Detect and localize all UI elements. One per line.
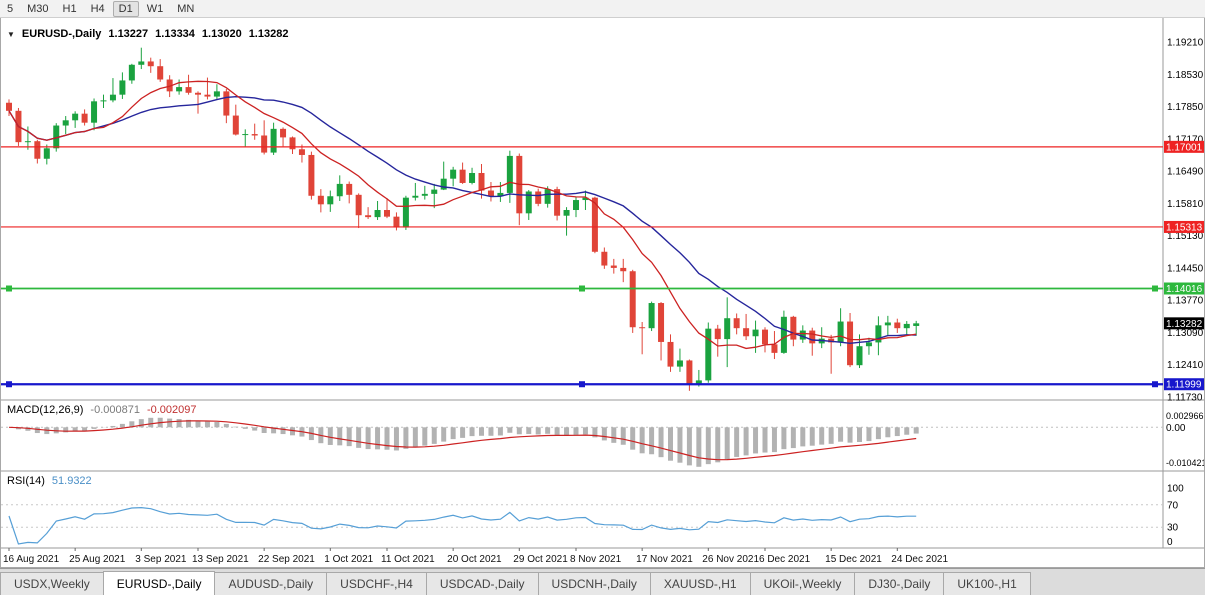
- timeframe-button-m30[interactable]: M30: [27, 2, 49, 15]
- svg-text:25 Aug 2021: 25 Aug 2021: [69, 554, 126, 565]
- svg-text:30: 30: [1167, 523, 1179, 534]
- svg-text:1.12410: 1.12410: [1167, 360, 1204, 371]
- svg-text:-0.010421: -0.010421: [1166, 458, 1204, 468]
- price-tag: 1.15313: [1164, 220, 1204, 233]
- svg-text:6 Dec 2021: 6 Dec 2021: [759, 554, 811, 565]
- rsi-label: RSI(14): [7, 475, 45, 487]
- svg-text:29 Oct 2021: 29 Oct 2021: [513, 554, 568, 565]
- collapse-icon[interactable]: ▼: [7, 29, 15, 39]
- rsi-header: RSI(14) 51.9322: [7, 475, 92, 487]
- svg-text:3 Sep 2021: 3 Sep 2021: [135, 554, 187, 565]
- pane-separators: [1, 18, 1204, 549]
- chart-tab-usdx-weekly[interactable]: USDX,Weekly: [0, 572, 104, 595]
- chart-tab-ukoil-weekly[interactable]: UKOil-,Weekly: [749, 572, 856, 595]
- macd-header: MACD(12,26,9) -0.000871 -0.002097: [7, 404, 197, 416]
- svg-text:1.17170: 1.17170: [1167, 134, 1204, 145]
- svg-text:8 Nov 2021: 8 Nov 2021: [570, 554, 622, 565]
- chart-tab-uk100-h1[interactable]: UK100-,H1: [943, 572, 1031, 595]
- chart-tab-usdcnh-daily[interactable]: USDCNH-,Daily: [537, 572, 651, 595]
- svg-text:1.14016: 1.14016: [1166, 284, 1203, 295]
- svg-text:1.15130: 1.15130: [1167, 231, 1204, 242]
- price-tag: 1.13282: [1164, 317, 1204, 330]
- svg-text:1.15810: 1.15810: [1167, 199, 1204, 210]
- macd-value: -0.000871: [90, 404, 140, 416]
- price-tag: 1.11999: [1164, 378, 1204, 391]
- macd-label: MACD(12,26,9): [7, 404, 84, 416]
- indicator-panes: [1, 417, 1163, 545]
- chart-area[interactable]: 1.19210 1.18530 1.17850 1.17170 1.16490 1.158…: [0, 18, 1205, 568]
- price-tag: 1.14016: [1164, 282, 1204, 295]
- chart-tabs-bar: USDX,Weekly EURUSD-,Daily AUDUSD-,Daily USD…: [0, 568, 1205, 595]
- svg-text:26 Nov 2021: 26 Nov 2021: [702, 554, 759, 565]
- svg-text:1.19210: 1.19210: [1167, 38, 1204, 49]
- svg-text:1.13770: 1.13770: [1167, 296, 1204, 307]
- macd-signal-value: -0.002097: [146, 404, 197, 416]
- price-tag: 1.17001: [1164, 140, 1204, 153]
- chart-title: ▼ EURUSD-,Daily 1.13227 1.13334 1.13020 …: [7, 28, 288, 40]
- svg-text:15 Dec 2021: 15 Dec 2021: [825, 554, 882, 565]
- chart-symbol-label: EURUSD-,Daily: [21, 28, 102, 40]
- chart-tab-xauusd-h1[interactable]: XAUUSD-,H1: [649, 572, 751, 595]
- svg-text:1.13090: 1.13090: [1167, 328, 1204, 339]
- svg-text:13 Sep 2021: 13 Sep 2021: [192, 554, 249, 565]
- svg-text:1.14450: 1.14450: [1167, 263, 1204, 274]
- svg-text:70: 70: [1167, 500, 1179, 511]
- hline-1.14016[interactable]: [1, 285, 1163, 292]
- chart-tab-eurusd-daily[interactable]: EURUSD-,Daily: [102, 571, 216, 595]
- ohlc-high: 1.13334: [155, 28, 195, 40]
- timeframe-button-h1[interactable]: H1: [62, 2, 77, 15]
- svg-text:1.17850: 1.17850: [1167, 102, 1204, 113]
- chart-canvas[interactable]: 1.19210 1.18530 1.17850 1.17170 1.16490 1.158…: [1, 18, 1204, 567]
- chart-tab-audusd-daily[interactable]: AUDUSD-,Daily: [214, 572, 328, 595]
- svg-text:0: 0: [1167, 537, 1173, 548]
- chart-tab-usdcad-daily[interactable]: USDCAD-,Daily: [425, 572, 539, 595]
- svg-text:1.16490: 1.16490: [1167, 167, 1204, 178]
- chart-tab-usdchf-h4[interactable]: USDCHF-,H4: [326, 572, 427, 595]
- svg-text:1.15313: 1.15313: [1166, 222, 1203, 233]
- svg-text:24 Dec 2021: 24 Dec 2021: [891, 554, 948, 565]
- svg-text:0.00: 0.00: [1166, 423, 1186, 434]
- svg-text:1.18530: 1.18530: [1167, 70, 1204, 81]
- svg-text:1.13282: 1.13282: [1166, 319, 1203, 330]
- timeframe-button-h4[interactable]: H4: [90, 2, 105, 15]
- svg-text:1 Oct 2021: 1 Oct 2021: [324, 554, 373, 565]
- hline-1.11999[interactable]: [1, 381, 1163, 388]
- horizontal-level-lines[interactable]: [1, 146, 1163, 388]
- chart-tab-dj30-daily[interactable]: DJ30-,Daily: [854, 572, 945, 595]
- svg-text:17 Nov 2021: 17 Nov 2021: [636, 554, 693, 565]
- svg-text:22 Sep 2021: 22 Sep 2021: [258, 554, 315, 565]
- svg-text:11 Oct 2021: 11 Oct 2021: [381, 554, 435, 565]
- timeframe-button-5[interactable]: 5: [7, 2, 14, 15]
- ohlc-open: 1.13227: [108, 28, 149, 40]
- timeframe-button-w1[interactable]: W1: [146, 2, 164, 15]
- timeframe-toolbar: 5 M30 H1 H4 D1 W1 MN: [0, 0, 1205, 18]
- svg-text:1.11730: 1.11730: [1167, 393, 1203, 404]
- timeframe-button-d1[interactable]: D1: [112, 0, 139, 17]
- svg-text:100: 100: [1167, 484, 1184, 495]
- svg-text:20 Oct 2021: 20 Oct 2021: [447, 554, 502, 565]
- svg-text:1.17001: 1.17001: [1166, 142, 1203, 153]
- ohlc-close: 1.13282: [248, 28, 289, 40]
- svg-text:16 Aug 2021: 16 Aug 2021: [3, 554, 60, 565]
- svg-text:0.002966: 0.002966: [1166, 411, 1204, 421]
- rsi-value: 51.9322: [51, 475, 92, 487]
- axis-labels: 1.19210 1.18530 1.17850 1.17170 1.16490 1.158…: [3, 38, 1204, 565]
- ohlc-low: 1.13020: [201, 28, 242, 40]
- svg-text:1.11999: 1.11999: [1166, 380, 1202, 391]
- timeframe-button-mn[interactable]: MN: [177, 2, 195, 15]
- moving-average-lines: [8, 80, 917, 350]
